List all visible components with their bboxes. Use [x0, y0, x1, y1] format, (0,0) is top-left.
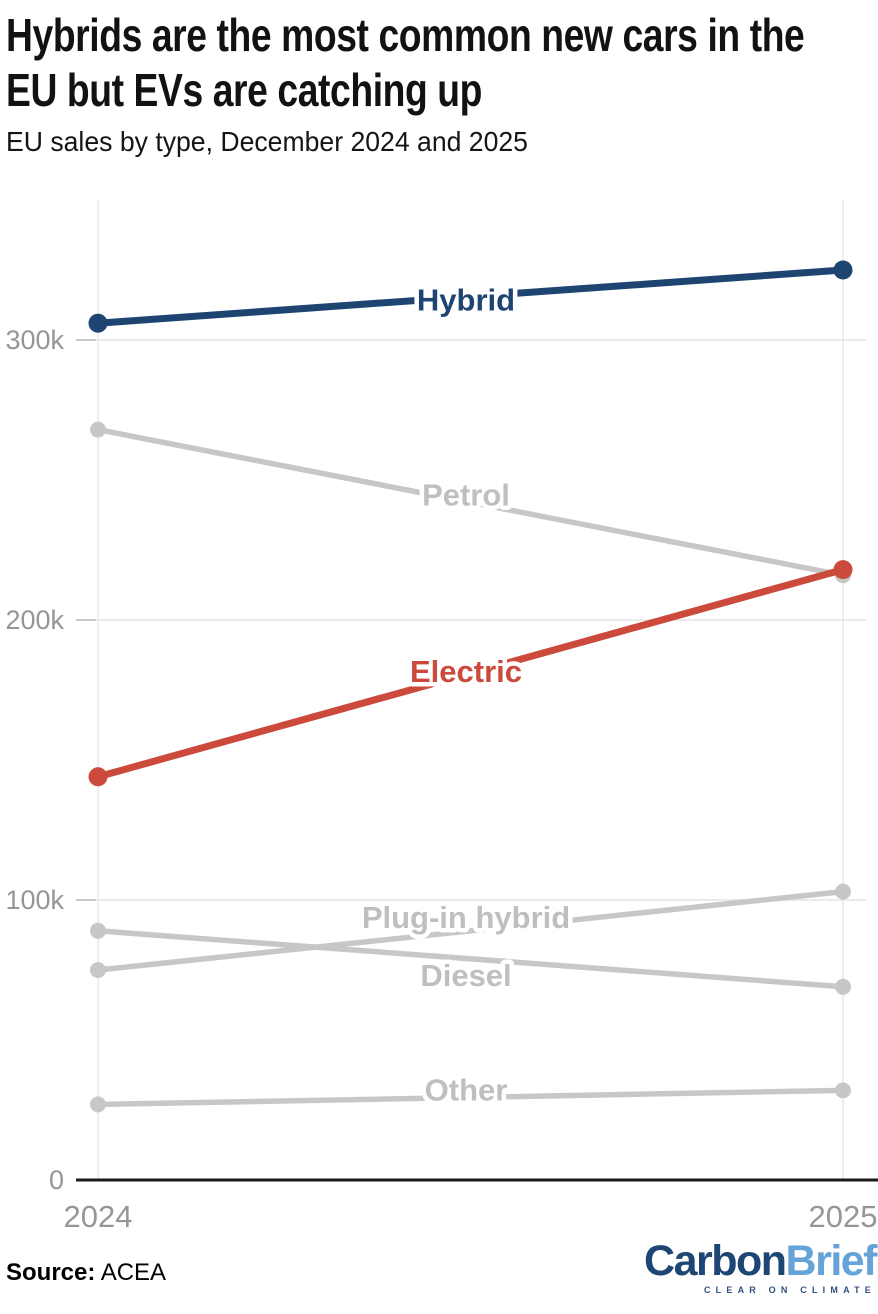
y-axis-label-200k: 200k [5, 605, 64, 635]
logo-wordmark: CarbonBrief [644, 1237, 878, 1285]
series-point-diesel-2025 [835, 978, 851, 995]
source-label: Source: [6, 1259, 96, 1286]
chart-header: Hybrids are the most common new cars in … [6, 8, 878, 160]
source-value: ACEA [100, 1259, 167, 1286]
series-point-plug-in-hybrid-2024 [90, 962, 106, 978]
series-label-hybrid: Hybrid [417, 283, 515, 318]
logo-tagline: CLEAR ON CLIMATE [703, 1285, 876, 1295]
series-label-plug-in-hybrid: Plug-in hybrid [362, 900, 570, 935]
series-point-other-2024 [90, 1096, 106, 1113]
series-label-other: Other [425, 1072, 508, 1107]
logo-carbon-text: Carbon [644, 1237, 787, 1285]
series-line-electric [94, 566, 847, 781]
x-axis-label-2024: 2024 [64, 1199, 133, 1234]
series-line-other [95, 1087, 846, 1108]
y-axis-label-0: 0 [49, 1165, 64, 1195]
page-title-line-2: EU but EVs are catching up [6, 64, 483, 116]
carbonbrief-logo: CarbonBrief CLEAR ON CLIMATE [644, 1237, 878, 1295]
series-point-plug-in-hybrid-2025 [835, 883, 851, 900]
series-label-diesel: Diesel [420, 958, 511, 993]
page-title-line-1: Hybrids are the most common new cars in … [6, 9, 805, 61]
series-line-diesel [95, 928, 846, 990]
y-axis-label-300k: 300k [5, 325, 64, 355]
logo-brief-text: Brief [785, 1237, 878, 1285]
series-line-petrol [95, 426, 846, 578]
series-label-electric: Electric [410, 654, 522, 689]
series-point-petrol-2024 [90, 421, 106, 438]
series-point-hybrid-2025 [833, 260, 853, 280]
series-line-hybrid [94, 266, 847, 327]
x-axis-label-2025: 2025 [809, 1199, 878, 1234]
chart-subtitle: EU sales by type, December 2024 and 2025 [6, 126, 528, 157]
y-axis-label-100k: 100k [5, 885, 64, 915]
series-label-petrol: Petrol [422, 477, 510, 512]
series-point-hybrid-2024 [88, 313, 108, 333]
series-point-diesel-2024 [90, 922, 106, 939]
series-line-plug-in-hybrid [95, 888, 846, 973]
source-note: Source: ACEA [6, 1259, 166, 1287]
series-point-other-2025 [835, 1082, 851, 1099]
series-point-electric-2024 [88, 767, 108, 787]
series-point-electric-2025 [833, 560, 853, 580]
